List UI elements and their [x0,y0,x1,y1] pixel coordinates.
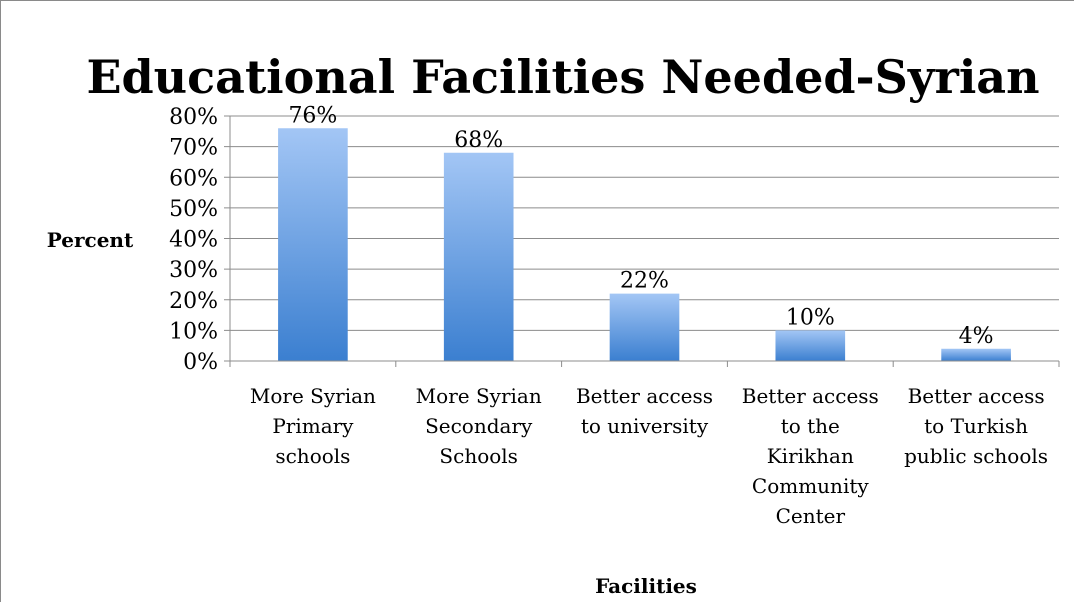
y-tick-label: 40% [169,228,218,253]
y-tick-label: 60% [169,166,218,191]
data-label: 76% [288,103,337,128]
bar [775,330,846,361]
y-tick-label: 0% [183,350,218,375]
data-label: 68% [454,128,503,153]
y-axis-ticks: 0% 10% 20% 30% 40% 50% 60% 70% 80% [169,105,230,375]
x-axis-categories: More Syrian Primary schools More Syrian Seco… [250,384,1048,528]
y-tick-label: 80% [169,105,218,130]
bar [278,128,348,361]
data-labels: 76% 68% 22% 10% 4% [288,103,993,349]
data-label: 4% [959,324,994,349]
y-axis-title: Percent [47,228,134,252]
x-tick-label: More Syrian Secondary Schools [416,384,542,468]
x-tick-label: Better access to university [576,384,713,438]
data-label: 22% [620,269,669,294]
x-axis-title: Facilities [595,574,697,598]
x-tick-label: More Syrian Primary schools [250,384,376,468]
y-tick-label: 30% [169,258,218,283]
y-tick-label: 10% [169,319,218,344]
x-tick-label: Better access to Turkish public schools [904,384,1048,468]
axes [229,116,1060,367]
bar [941,348,1011,361]
bar [443,152,514,361]
y-tick-label: 20% [169,289,218,314]
bars [278,128,1011,361]
data-label: 10% [786,305,835,330]
x-tick-label: Better access to the Kirikhan Community Cent… [742,384,879,528]
chart-title: Educational Facilities Needed-Syrian [86,50,1039,104]
bar [609,293,680,361]
y-tick-label: 50% [169,197,218,222]
y-tick-label: 70% [169,136,218,161]
gridlines [230,115,1059,331]
